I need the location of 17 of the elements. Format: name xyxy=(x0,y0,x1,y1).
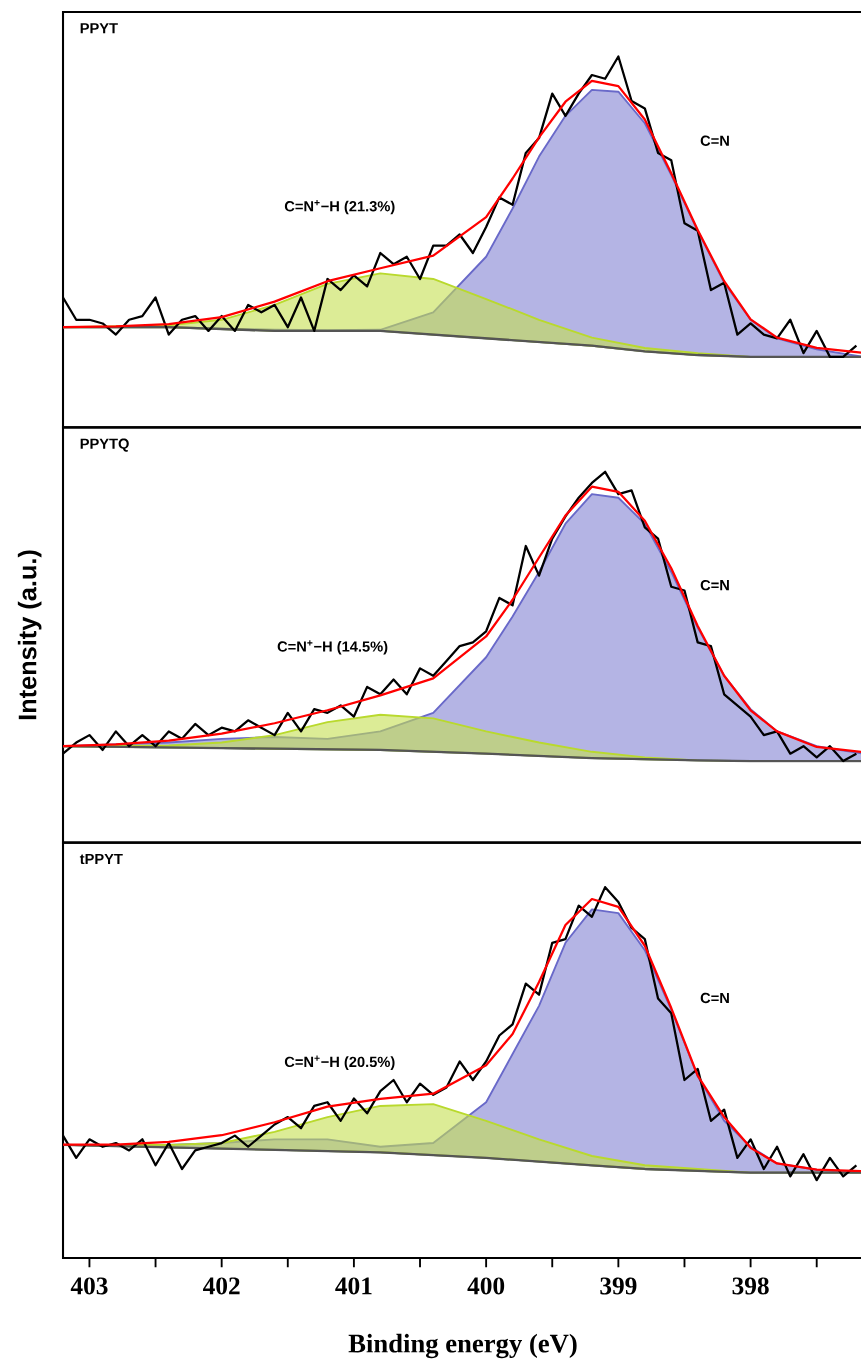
annotation: C=N$^{+}$−H (14.5%) xyxy=(277,640,388,655)
chart-title: PPYT xyxy=(80,23,118,34)
y-axis-title: Intensity (a.u.) xyxy=(17,550,42,720)
x-axis-title: Binding energy (eV) xyxy=(348,1333,577,1359)
annotation: C=N xyxy=(700,579,729,591)
x-tick-label: 400 xyxy=(467,1277,505,1295)
x-tick-label: 403 xyxy=(70,1277,108,1295)
chart-title: PPYTQ xyxy=(80,438,129,452)
annotation: C=N xyxy=(700,135,729,146)
x-tick-label: 399 xyxy=(600,1277,637,1295)
x-tick-label: 398 xyxy=(732,1277,769,1295)
x-tick-label: 402 xyxy=(203,1277,240,1295)
chart-title: tPPYT xyxy=(79,853,123,865)
annotation: C=N$^{+}$−H (20.5%) xyxy=(284,1055,395,1070)
annotation: C=N$^{+}$−H (21.3%) xyxy=(284,200,395,215)
annotation: C=N xyxy=(700,992,729,1004)
x-tick-label: 401 xyxy=(335,1277,372,1295)
